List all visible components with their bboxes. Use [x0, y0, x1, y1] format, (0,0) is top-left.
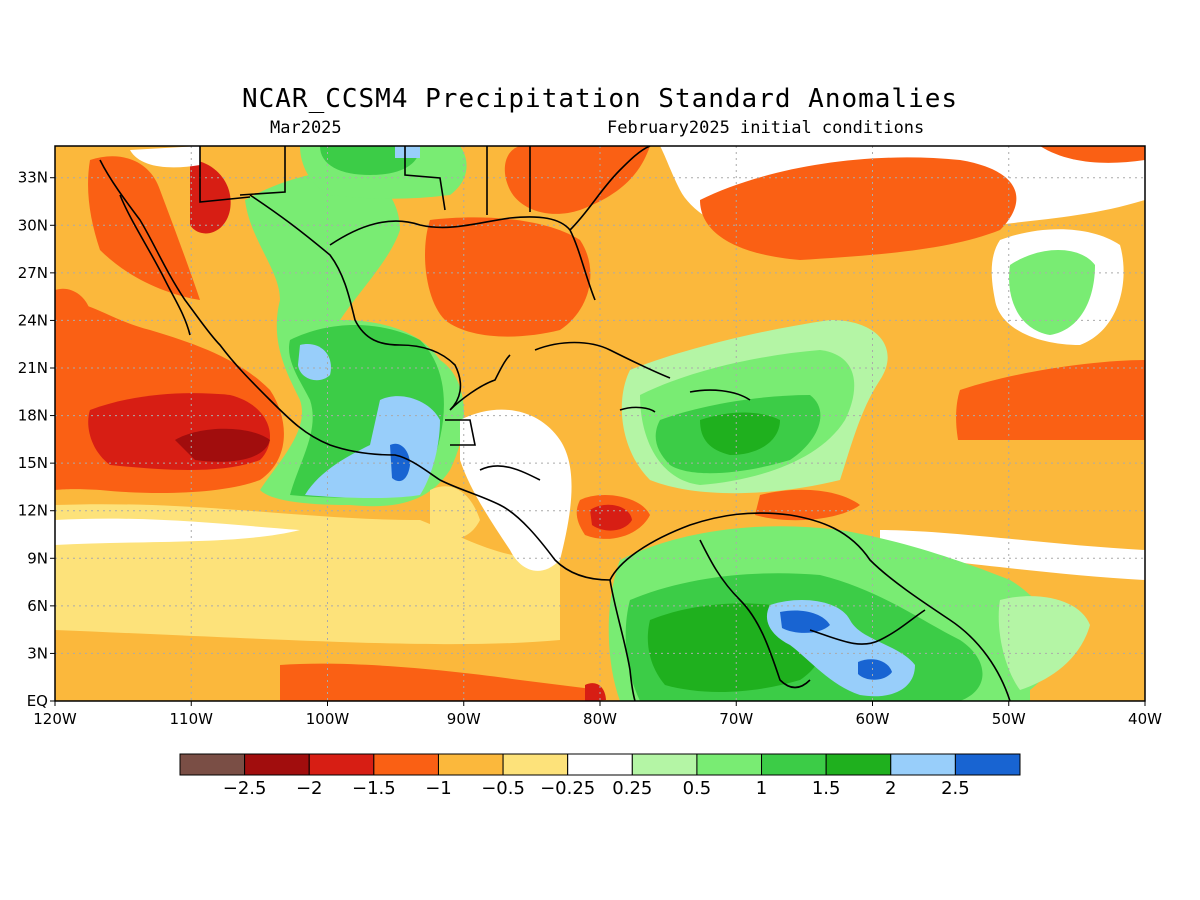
colorbar [179, 753, 1021, 776]
lat-tick-label: 15N [18, 454, 48, 472]
lat-tick-label: 24N [18, 311, 48, 329]
colorbar-label: −1.5 [352, 778, 396, 799]
lon-tick-label: 100W [306, 710, 350, 728]
lat-tick-label: 3N [27, 644, 48, 662]
colorbar-label: −1 [425, 778, 452, 799]
lat-tick-label: 6N [27, 597, 48, 615]
lon-tick-label: 90W [447, 710, 481, 728]
colorbar-swatch [308, 753, 375, 776]
colorbar-label: −2.5 [223, 778, 267, 799]
lon-tick-label: 110W [170, 710, 214, 728]
lon-tick-label: 40W [1128, 710, 1162, 728]
longitude-axis: 120W 110W 100W 90W 80W 70W 60W 50W 40W [33, 701, 1162, 728]
colorbar-label: 0.25 [612, 778, 652, 799]
lat-tick-label: 12N [18, 502, 48, 520]
lat-tick-label: EQ [27, 692, 48, 710]
colorbar-swatch [954, 753, 1021, 776]
latitude-axis: 33N 30N 27N 24N 21N 18N 15N 12N 9N 6N 3N EQ [18, 169, 55, 710]
coastlines [99, 146, 1011, 701]
colorbar-swatch [761, 753, 827, 776]
forecast-month: Mar2025 [270, 118, 342, 138]
lat-tick-label: 18N [18, 407, 48, 425]
lat-tick-label: 27N [18, 264, 48, 282]
map-title: NCAR_CCSM4 Precipitation Standard Anomal… [241, 84, 959, 114]
colorbar-swatch [567, 753, 633, 776]
lon-tick-label: 60W [856, 710, 890, 728]
colorbar-swatch [825, 753, 892, 776]
lon-tick-label: 70W [719, 710, 753, 728]
colorbar-swatch [696, 753, 763, 776]
colorbar-label: 0.5 [683, 778, 712, 799]
colorbar-label: 1.5 [812, 778, 841, 799]
lat-tick-label: 33N [18, 169, 48, 187]
colorbar-swatch [244, 753, 310, 776]
lon-tick-label: 80W [583, 710, 617, 728]
colorbar-label: 1 [756, 778, 767, 799]
colorbar-swatch [179, 753, 246, 776]
colorbar-label: −0.25 [540, 778, 595, 799]
colorbar-label: −2 [296, 778, 323, 799]
lat-tick-label: 30N [18, 216, 48, 234]
colorbar-swatch [502, 753, 569, 776]
colorbar-label: 2 [885, 778, 896, 799]
colorbar-swatch [890, 753, 956, 776]
colorbar-swatch [631, 753, 698, 776]
graticule [55, 146, 1145, 701]
colorbar-swatch [373, 753, 439, 776]
lat-tick-label: 9N [27, 549, 48, 567]
colorbar-label: 2.5 [941, 778, 970, 799]
colorbar-labels: −2.5 −2 −1.5 −1 −0.5 −0.25 0.25 0.5 1 1.5 2 2.5 [223, 778, 970, 799]
lat-tick-label: 21N [18, 359, 48, 377]
lon-tick-label: 120W [33, 710, 77, 728]
lon-tick-label: 50W [992, 710, 1026, 728]
colorbar-label: −0.5 [481, 778, 525, 799]
colorbar-swatch [437, 753, 504, 776]
initial-conditions-label: February2025 initial conditions [607, 118, 925, 138]
